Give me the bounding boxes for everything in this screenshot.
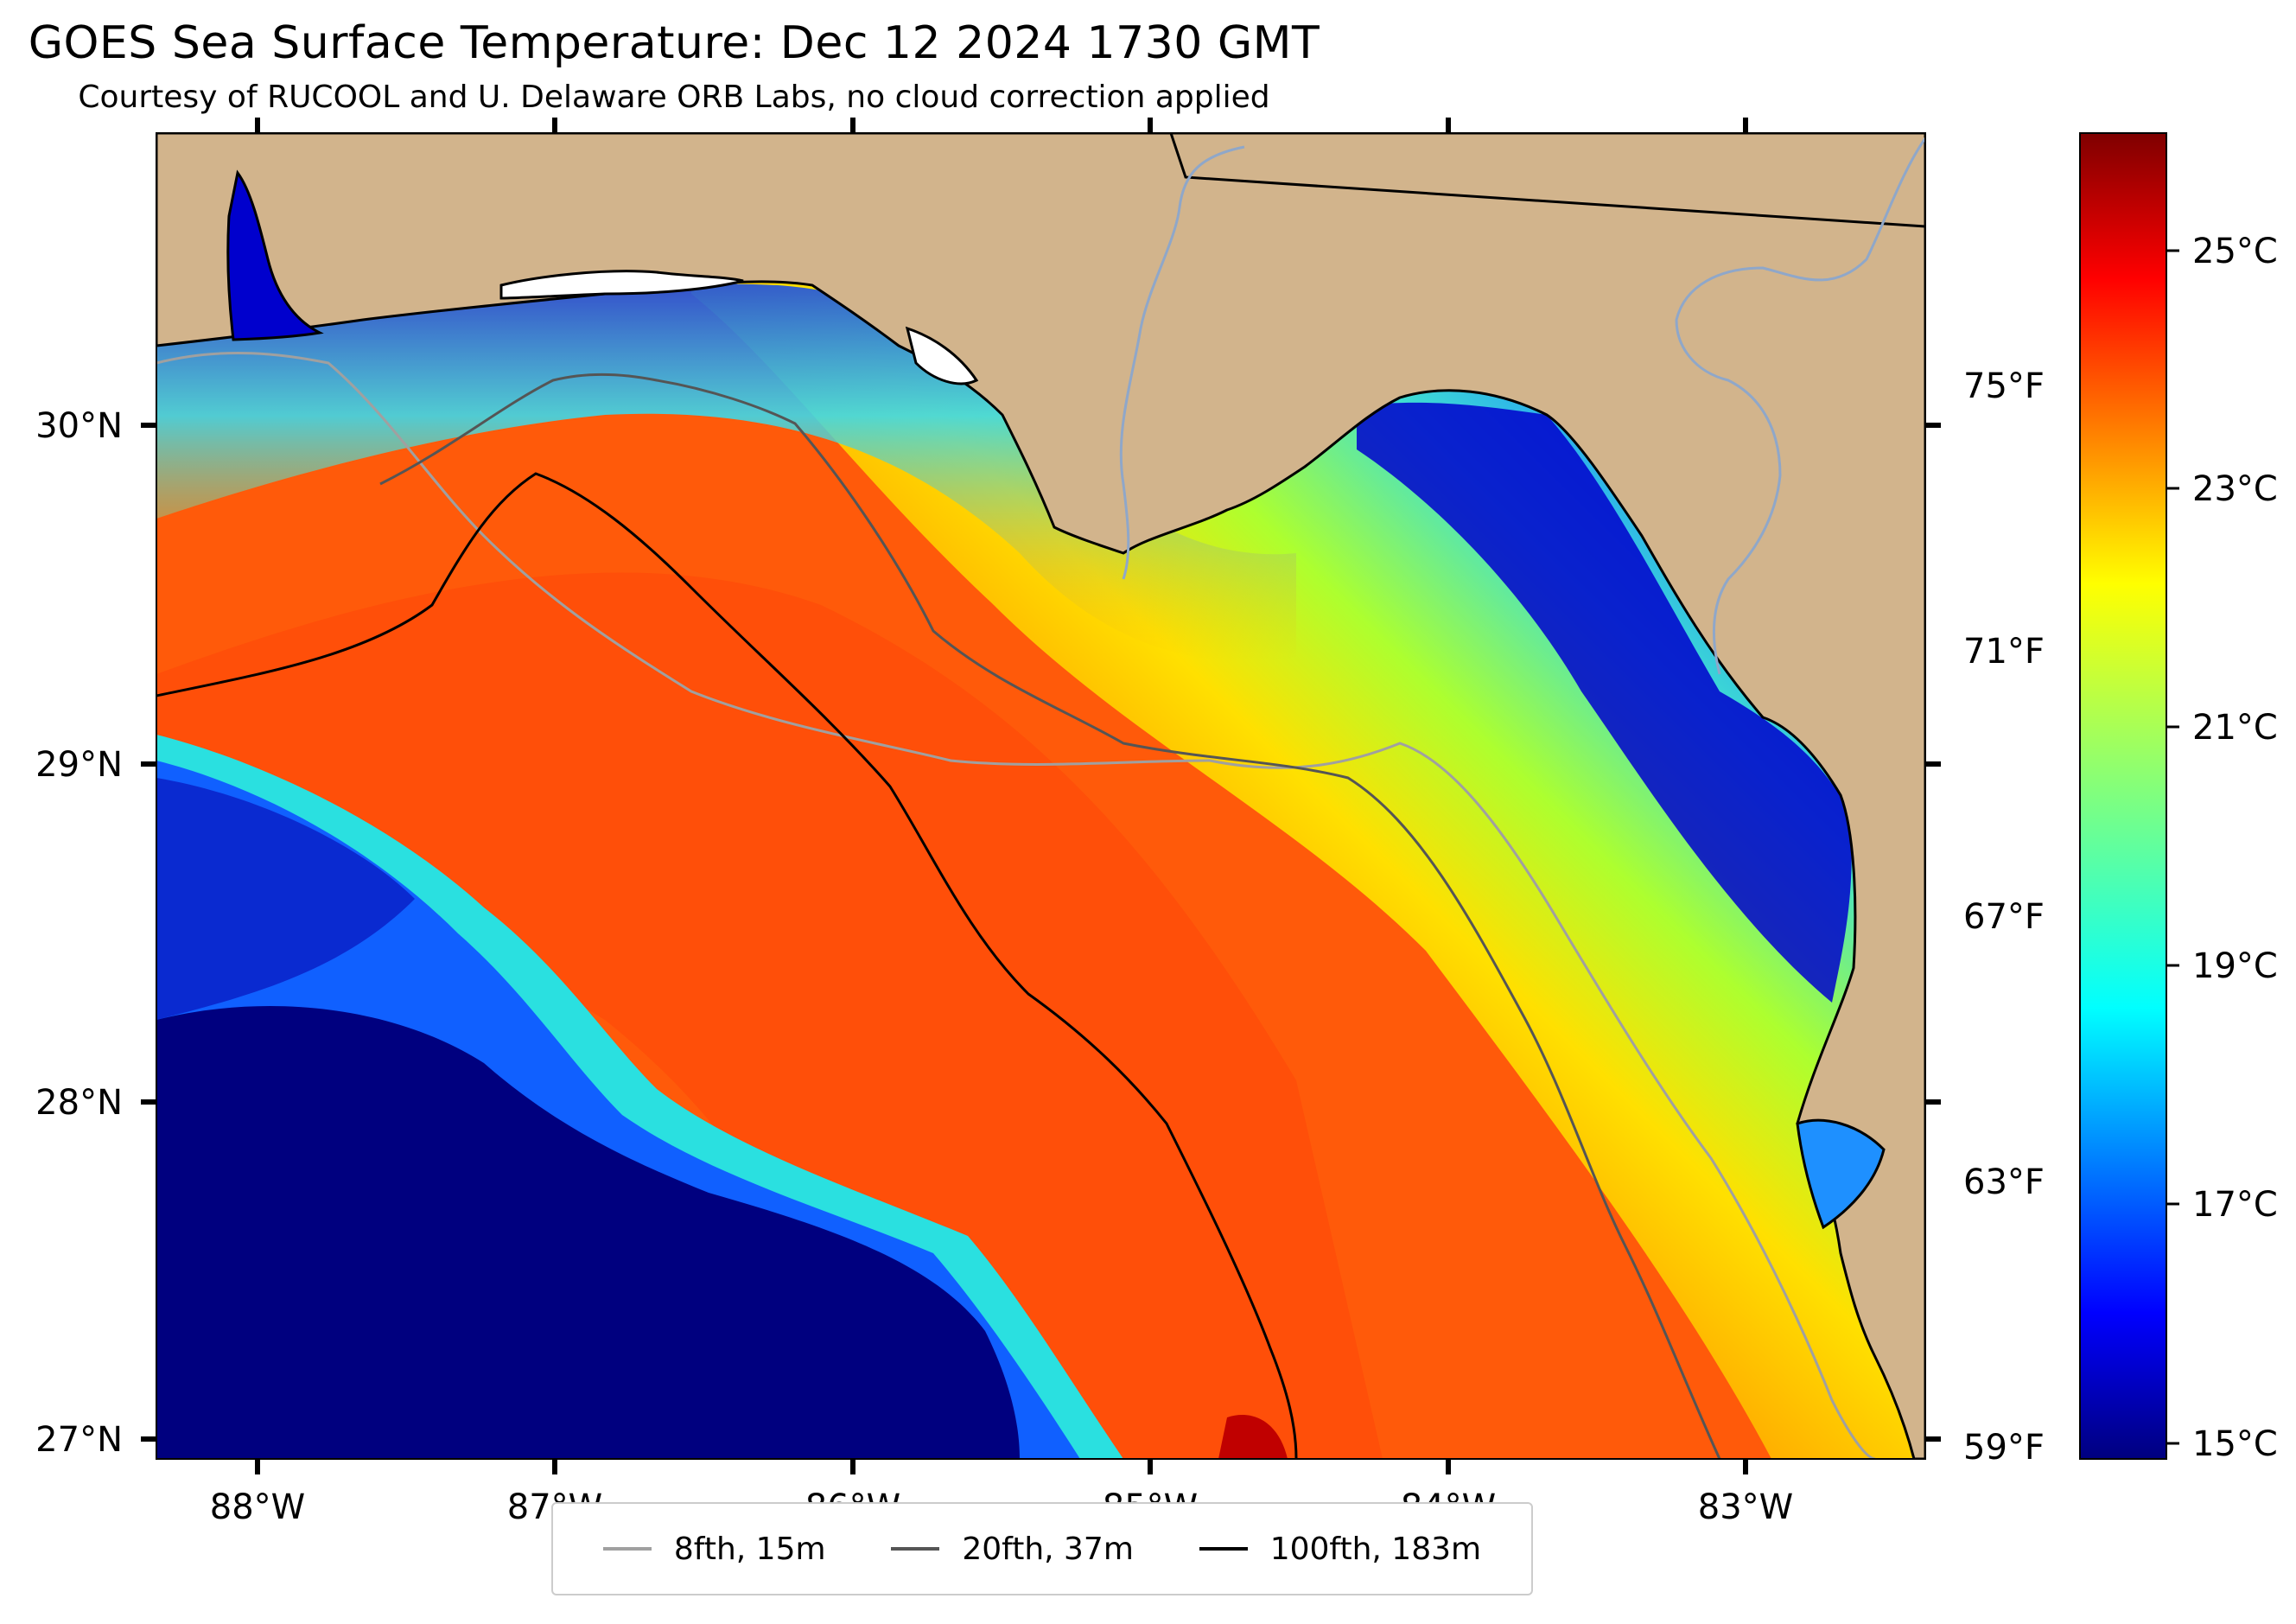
legend-line-icon (602, 1547, 652, 1551)
map-area (156, 133, 1925, 1459)
lat-labels: 30°N 29°N 28°N 27°N (35, 406, 123, 1460)
fahrenheit-label: 63°F (1963, 1162, 2045, 1202)
legend-label: 100fth, 183m (1269, 1531, 1482, 1567)
fahrenheit-label: 71°F (1963, 632, 2045, 672)
isobath-8fth (156, 351, 1876, 1459)
mobile-bay (226, 169, 324, 341)
river-suwannee (1675, 137, 1925, 675)
fahrenheit-label: 59°F (1963, 1428, 2045, 1468)
hot-spot (1218, 1415, 1288, 1459)
lat-label: 29°N (35, 745, 123, 785)
celsius-labels: 25°C 23°C 21°C 19°C 17°C 15°C (2192, 232, 2278, 1464)
lat-label: 27°N (35, 1420, 123, 1460)
fahrenheit-labels: 75°F 71°F 67°F 63°F 59°F (1963, 366, 2045, 1468)
celsius-label: 21°C (2192, 708, 2278, 748)
map-subtitle: Courtesy of RUCOOL and U. Delaware ORB L… (78, 80, 1270, 115)
fahrenheit-label: 67°F (1963, 897, 2045, 937)
cold-coastal-water (1357, 402, 1852, 1003)
celsius-label: 17°C (2192, 1185, 2278, 1225)
lon-label: 83°W (1698, 1487, 1793, 1527)
map-frame (156, 132, 1926, 1460)
land-mass (156, 133, 1925, 1459)
tampa-bay (1796, 1118, 1886, 1230)
panhandle-bays (499, 270, 744, 300)
celsius-label: 19°C (2192, 946, 2278, 986)
colorbar-ticks (2166, 249, 2179, 1445)
colorbar (2079, 132, 2167, 1460)
legend-item-20fth: 20fth, 37m (891, 1532, 1134, 1567)
st-joseph-bay (905, 326, 979, 385)
state-boundary (1169, 133, 1925, 228)
warm-core (156, 572, 1383, 1459)
celsius-label: 23°C (2192, 469, 2278, 509)
isobath-20fth (379, 373, 1721, 1459)
legend-line-icon (1199, 1547, 1248, 1551)
legend-item-100fth: 100fth, 183m (1199, 1532, 1481, 1567)
map-title: GOES Sea Surface Temperature: Dec 12 202… (28, 17, 1320, 69)
lat-label: 28°N (35, 1083, 123, 1123)
river-apalachicola (1119, 145, 1245, 580)
fahrenheit-label: 75°F (1963, 366, 2045, 406)
lon-label: 88°W (210, 1487, 305, 1527)
legend-label: 20fth, 37m (962, 1531, 1134, 1567)
lat-label: 30°N (35, 406, 123, 446)
isobath-legend: 8fth, 15m 20fth, 37m 100fth, 183m (551, 1502, 1533, 1595)
cold-band (156, 778, 415, 1020)
legend-label: 8fth, 15m (673, 1531, 826, 1567)
celsius-label: 15°C (2192, 1424, 2278, 1464)
nearshore-band (156, 283, 1296, 661)
lat-ticks (141, 423, 1941, 1442)
cold-deep-water (156, 1006, 1020, 1459)
celsius-label: 25°C (2192, 232, 2278, 271)
isobath-100fth (156, 472, 1298, 1459)
legend-item-8fth: 8fth, 15m (602, 1531, 826, 1567)
legend-line-icon (891, 1547, 940, 1551)
lon-ticks (255, 118, 1748, 1474)
